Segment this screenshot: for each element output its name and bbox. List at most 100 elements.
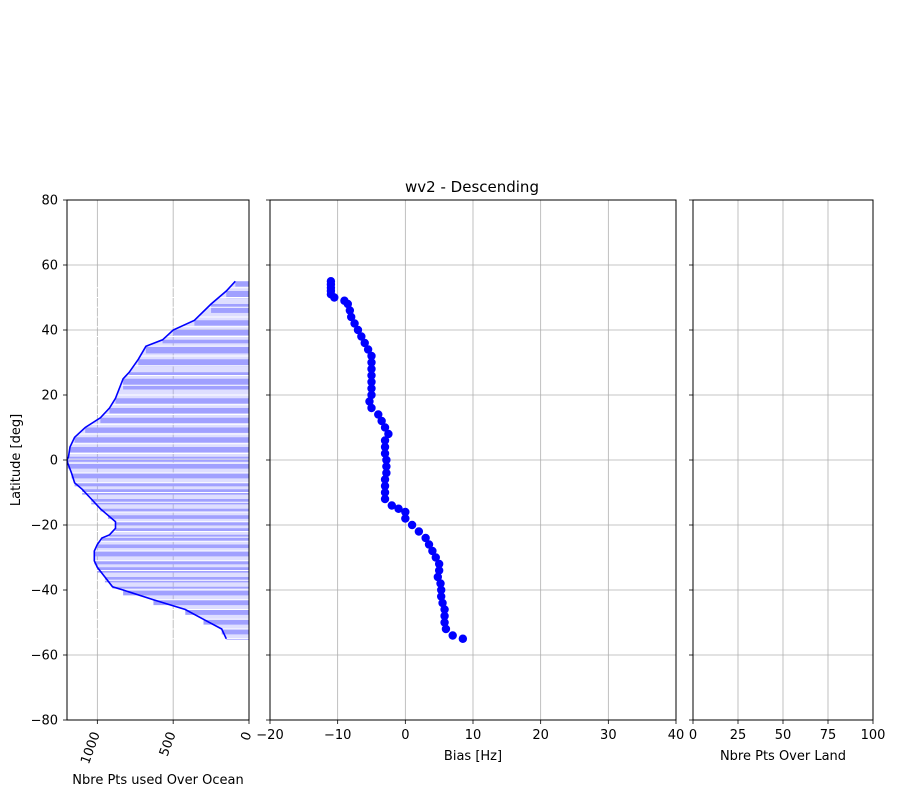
y-axis-label: Latitude [deg] <box>9 414 24 506</box>
bias-point <box>433 572 443 582</box>
ocean-bar <box>91 499 249 505</box>
ocean-bar <box>97 544 249 549</box>
bias-point <box>394 504 403 513</box>
x-tick-label: 20 <box>532 728 549 743</box>
ocean-panel: 80 60 40 20 0 −20 −40 −60 −80 1000 500 0 Nbre Pts us… <box>9 194 255 789</box>
bias-point <box>367 351 376 361</box>
bias-point <box>367 358 376 367</box>
bias-point <box>436 579 445 588</box>
x-axis-label: Nbre Pts used Over Ocean <box>72 773 243 788</box>
bias-point <box>382 468 391 478</box>
bias-point <box>353 325 363 335</box>
ocean-bar <box>115 521 249 526</box>
y-tick-label: 0 <box>50 454 58 469</box>
bias-point <box>382 455 391 465</box>
ocean-bar <box>145 346 249 354</box>
bias-point <box>345 306 355 315</box>
y-tick-label: 20 <box>41 389 58 404</box>
ocean-bar <box>68 456 249 459</box>
x-tick-label: 40 <box>668 728 685 743</box>
x-tick-label: 75 <box>820 728 837 743</box>
bias-point <box>380 449 390 458</box>
bias-point <box>350 319 359 328</box>
y-tick-label: −20 <box>31 519 58 534</box>
bias-point <box>382 462 391 471</box>
bias-point <box>343 299 353 309</box>
x-tick-label: 30 <box>600 728 617 743</box>
bias-point <box>367 377 376 387</box>
ocean-bar <box>153 599 249 606</box>
bias-point <box>365 397 374 406</box>
bias-point <box>363 345 373 354</box>
x-tick-label: −20 <box>256 728 283 743</box>
ocean-bar <box>104 577 249 583</box>
bias-point <box>440 611 449 621</box>
ocean-bar <box>74 437 249 443</box>
bias-point <box>377 416 386 426</box>
bias-point <box>431 553 440 562</box>
x-tick-label: 100 <box>861 728 886 743</box>
ocean-bar <box>67 460 249 462</box>
bias-point <box>380 475 390 484</box>
bias-point <box>380 488 390 497</box>
bias-point <box>434 559 444 569</box>
ocean-bar <box>173 330 249 336</box>
ocean-bar <box>112 586 249 589</box>
bias-point <box>440 605 449 614</box>
bias-point <box>330 293 339 302</box>
bias-point <box>380 423 390 432</box>
ocean-bar <box>226 638 249 640</box>
x-tick-label: 0 <box>689 728 697 743</box>
x-tick-label: 0 <box>238 730 255 743</box>
x-tick-label: 50 <box>775 728 792 743</box>
ocean-bar <box>115 398 249 404</box>
ocean-bar <box>129 372 249 376</box>
bias-point <box>380 494 390 504</box>
bias-point <box>367 371 376 380</box>
y-tick-label: 60 <box>41 259 58 274</box>
x-tick-label: 25 <box>730 728 747 743</box>
y-tick-label: −60 <box>31 649 58 664</box>
ocean-bar <box>194 320 249 326</box>
ocean-bar <box>203 619 249 625</box>
ocean-bar <box>211 304 249 313</box>
bias-point <box>428 546 437 556</box>
x-tick-label: −10 <box>324 728 351 743</box>
ocean-bar <box>94 551 249 557</box>
bias-point <box>448 631 457 640</box>
x-tick-label: 500 <box>157 730 180 758</box>
ocean-bar <box>162 339 249 344</box>
bias-point <box>436 585 446 595</box>
axes-frame <box>692 199 874 721</box>
ocean-bar <box>138 359 249 367</box>
bias-point <box>367 390 376 400</box>
bias-point <box>441 624 451 634</box>
bias-point <box>436 592 446 601</box>
bias-point <box>380 481 390 491</box>
ocean-area <box>67 281 249 639</box>
ocean-bar <box>100 417 249 424</box>
ocean-bar <box>74 482 249 487</box>
ocean-bar <box>123 590 249 596</box>
bias-point <box>407 520 417 530</box>
ocean-bar <box>123 378 249 390</box>
bias-point <box>360 338 369 348</box>
ocean-bar <box>100 508 249 513</box>
bias-point <box>414 527 424 536</box>
ocean-bar <box>71 473 249 479</box>
bias-point <box>367 364 376 374</box>
bias-point <box>374 410 383 419</box>
ocean-bar <box>235 281 249 287</box>
bias-point <box>424 540 434 549</box>
bias-point <box>367 403 376 413</box>
x-tick-label: 10 <box>465 728 482 743</box>
y-tick-label: 80 <box>41 194 58 209</box>
bias-point <box>438 598 447 608</box>
ocean-bar <box>107 515 249 519</box>
bias-panel: −20 −10 0 10 20 30 40 Bias [Hz] <box>256 199 685 764</box>
y-tick-label: −40 <box>31 584 58 599</box>
land-panel: 0 25 50 75 100 Nbre Pts Over Land <box>689 199 886 764</box>
bias-point <box>387 501 396 510</box>
ocean-bar <box>70 447 249 453</box>
